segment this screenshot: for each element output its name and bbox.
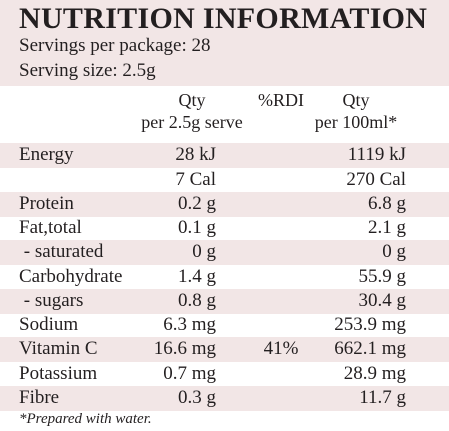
nutrient-qty-per-serve: 0 g [192, 241, 216, 262]
nutrient-row: Sodium 6.3 mg 253.9 mg [0, 313, 449, 338]
serving-size: Serving size: 2.5g [19, 60, 156, 81]
nutrient-rdi: 41% [263, 338, 299, 359]
servings-per-package: Servings per package: 28 [19, 35, 211, 56]
nutrient-qty-per-100: 270 Cal [346, 169, 406, 190]
nutrient-row: Fibre 0.3 g 11.7 g [0, 386, 449, 411]
nutrient-label: Carbohydrate [19, 266, 123, 287]
nutrient-qty-per-100: 0 g [382, 241, 406, 262]
nutrient-qty-per-serve: 16.6 mg [153, 338, 216, 359]
panel-title: NUTRITION INFORMATION [19, 2, 428, 35]
nutrient-qty-per-serve: 0.2 g [178, 193, 216, 214]
nutrient-qty-per-serve: 0.8 g [178, 290, 216, 311]
nutrient-qty-per-100: 662.1 mg [334, 338, 406, 359]
nutrient-qty-per-serve: 1.4 g [178, 266, 216, 287]
nutrient-qty-per-serve: 28 kJ [175, 144, 216, 165]
panel-header: NUTRITION INFORMATION Servings per packa… [0, 0, 449, 86]
nutrient-row: Carbohydrate 1.4 g 55.9 g [0, 265, 449, 290]
nutrient-row: - sugars 0.8 g 30.4 g [0, 289, 449, 314]
nutrient-row: 7 Cal 270 Cal [0, 168, 449, 193]
nutrient-qty-per-100: 11.7 g [359, 387, 406, 408]
col-header-qty-serve-line2: per 2.5g serve [141, 112, 243, 132]
col-header-qty-serve-line1: Qty [178, 90, 206, 110]
nutrient-label: Potassium [19, 363, 98, 384]
nutrient-qty-per-serve: 0.3 g [178, 387, 216, 408]
nutrient-row: - saturated 0 g 0 g [0, 240, 449, 265]
nutrient-label: Fibre [19, 387, 60, 408]
nutrient-row: Vitamin C 16.6 mg 41% 662.1 mg [0, 337, 449, 362]
nutrient-label: - saturated [19, 241, 104, 262]
nutrient-label: Protein [19, 193, 74, 214]
nutrient-label: Fat,total [19, 217, 82, 238]
col-header-rdi: %RDI [258, 90, 304, 110]
col-header-qty-100-line2: per 100ml* [314, 112, 398, 132]
nutrient-label: Energy [19, 144, 74, 165]
nutrient-qty-per-100: 30.4 g [358, 290, 407, 311]
nutrient-qty-per-100: 28.9 mg [343, 363, 406, 384]
nutrient-qty-per-100: 253.9 mg [334, 314, 406, 335]
nutrient-qty-per-100: 6.8 g [368, 193, 406, 214]
nutrient-qty-per-serve: 0.7 mg [163, 363, 216, 384]
footnote: *Prepared with water. [19, 411, 152, 427]
nutrient-qty-per-serve: 0.1 g [178, 217, 216, 238]
col-header-qty-100-line1: Qty [342, 90, 370, 110]
nutrient-qty-per-100: 2.1 g [368, 217, 406, 238]
nutrient-label: Vitamin C [19, 338, 98, 359]
nutrient-qty-per-serve: 6.3 mg [163, 314, 216, 335]
nutrient-row: Energy 28 kJ 1119 kJ [0, 143, 449, 168]
nutrient-label: Sodium [19, 314, 79, 335]
nutrient-row: Fat,total 0.1 g 2.1 g [0, 216, 449, 241]
nutrient-row: Potassium 0.7 mg 28.9 mg [0, 362, 449, 387]
nutrient-qty-per-serve: 7 Cal [175, 169, 216, 190]
nutrient-qty-per-100: 1119 kJ [347, 144, 406, 165]
nutrient-row: Protein 0.2 g 6.8 g [0, 192, 449, 217]
nutrient-qty-per-100: 55.9 g [358, 266, 407, 287]
nutrient-label: - sugars [19, 290, 84, 311]
